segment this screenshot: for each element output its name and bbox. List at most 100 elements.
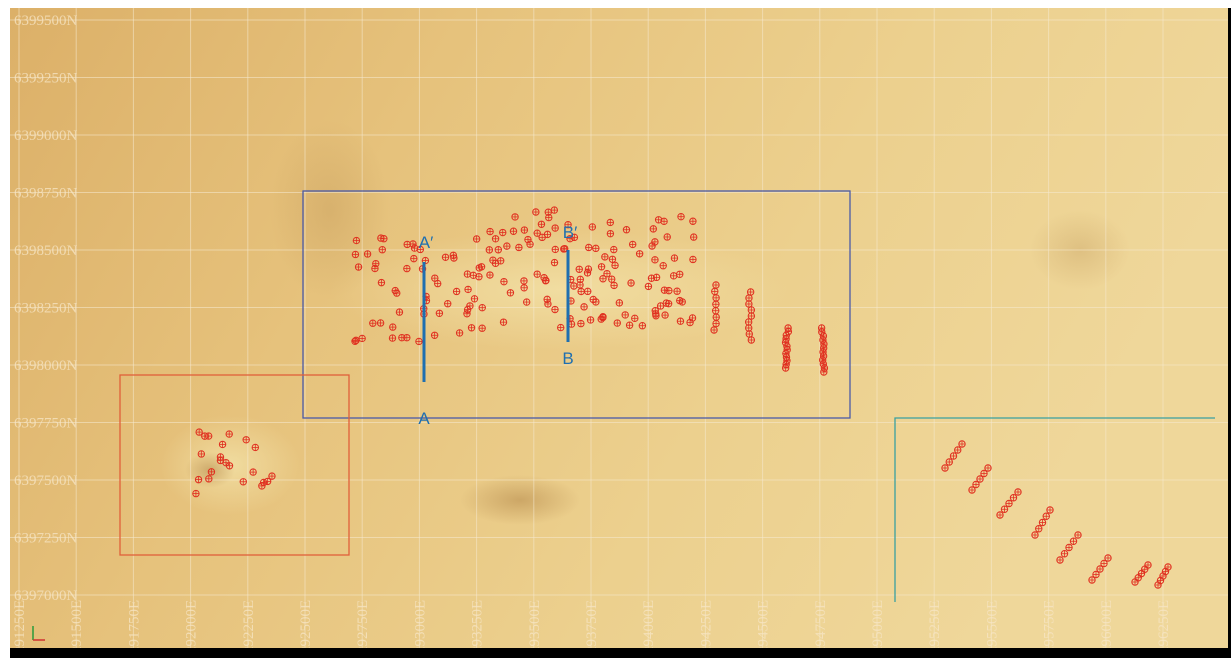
drill-hole: [746, 301, 752, 307]
drill-hole: [629, 241, 635, 247]
easting-label: 294500E: [756, 600, 772, 654]
drill-hole: [639, 323, 645, 329]
drill-hole: [636, 251, 642, 257]
drill-hole: [252, 444, 258, 450]
drill-hole: [1001, 506, 1007, 512]
drill-hole: [195, 476, 201, 482]
drill-hole: [713, 301, 719, 307]
drill-hole: [552, 306, 558, 312]
drill-hole: [260, 479, 266, 485]
terrain-shade: [185, 452, 235, 488]
drill-hole: [545, 209, 551, 215]
drill-hole: [607, 230, 613, 236]
drill-hole: [226, 431, 232, 437]
easting-label: 293500E: [527, 600, 543, 654]
drill-hole: [243, 437, 249, 443]
drill-hole: [500, 319, 506, 325]
easting-label: 292500E: [298, 600, 314, 654]
drill-hole: [1142, 566, 1148, 572]
drill-hole: [713, 314, 719, 320]
easting-label: 294750E: [813, 600, 829, 654]
drill-hole: [525, 236, 531, 242]
drill-hole: [442, 254, 448, 260]
northing-label: 6397250N: [14, 531, 78, 547]
drill-hole: [465, 286, 471, 292]
drill-hole: [712, 288, 718, 294]
easting-label: 294000E: [641, 600, 657, 654]
drill-hole: [431, 332, 437, 338]
drill-hole: [628, 280, 634, 286]
northing-label: 6399000N: [14, 128, 78, 144]
drill-hole: [206, 476, 212, 482]
drill-hole: [598, 316, 604, 322]
drill-hole: [404, 265, 410, 271]
drill-hole: [746, 325, 752, 331]
northing-label: 6397750N: [14, 416, 78, 432]
drill-hole: [819, 329, 825, 335]
drill-hole: [202, 433, 208, 439]
drill-hole: [353, 337, 359, 343]
drill-hole: [609, 256, 615, 262]
drill-hole: [533, 209, 539, 215]
drill-hole: [782, 365, 788, 371]
drill-hole: [1010, 495, 1016, 501]
drill-hole: [602, 254, 608, 260]
drill-hole: [652, 257, 658, 263]
drill-hole: [1165, 564, 1171, 570]
drill-hole: [745, 319, 751, 325]
drill-hole: [959, 441, 965, 447]
drill-hole: [578, 320, 584, 326]
drill-hole: [492, 260, 498, 266]
drill-hole: [551, 259, 557, 265]
drill-hole: [464, 271, 470, 277]
drill-hole: [1047, 507, 1053, 513]
drill-hole: [593, 245, 599, 251]
drill-hole: [538, 221, 544, 227]
section-label: B: [562, 349, 573, 368]
drill-hole: [534, 230, 540, 236]
northing-label: 6398250N: [14, 301, 78, 317]
drill-hole: [250, 469, 256, 475]
drill-hole: [521, 285, 527, 291]
drill-hole: [373, 260, 379, 266]
drill-hole: [611, 282, 617, 288]
drill-hole: [264, 478, 270, 484]
drill-hole: [616, 300, 622, 306]
drill-hole: [1039, 519, 1045, 525]
drill-hole: [626, 322, 632, 328]
drill-hole: [578, 288, 584, 294]
easting-label: 292000E: [184, 600, 200, 654]
drill-hole: [541, 275, 547, 281]
drill-hole: [820, 337, 826, 343]
drill-hole: [479, 325, 485, 331]
drill-hole: [552, 246, 558, 252]
northing-label: 6398500N: [14, 243, 78, 259]
drill-hole: [1101, 560, 1107, 566]
drill-hole: [534, 271, 540, 277]
drill-hole: [551, 207, 557, 213]
drill-hole: [436, 310, 442, 316]
drill-hole: [487, 272, 493, 278]
drill-hole: [598, 264, 604, 270]
drill-hole: [377, 320, 383, 326]
drill-hole: [196, 429, 202, 435]
drill-hole: [389, 335, 395, 341]
drill-hole: [1097, 566, 1103, 572]
drill-hole: [500, 229, 506, 235]
drill-hole: [577, 282, 583, 288]
drill-hole: [611, 246, 617, 252]
drill-hole: [784, 347, 790, 353]
drill-hole: [604, 270, 610, 276]
drill-hole: [1089, 577, 1095, 583]
drill-hole: [495, 247, 501, 253]
drill-hole: [381, 236, 387, 242]
drill-hole: [445, 301, 451, 307]
drill-hole: [691, 234, 697, 240]
drill-hole: [748, 313, 754, 319]
drill-hole: [516, 244, 522, 250]
drill-hole: [746, 331, 752, 337]
drill-hole: [1032, 532, 1038, 538]
drill-hole: [545, 301, 551, 307]
drill-hole: [687, 319, 693, 325]
drill-hole: [664, 234, 670, 240]
